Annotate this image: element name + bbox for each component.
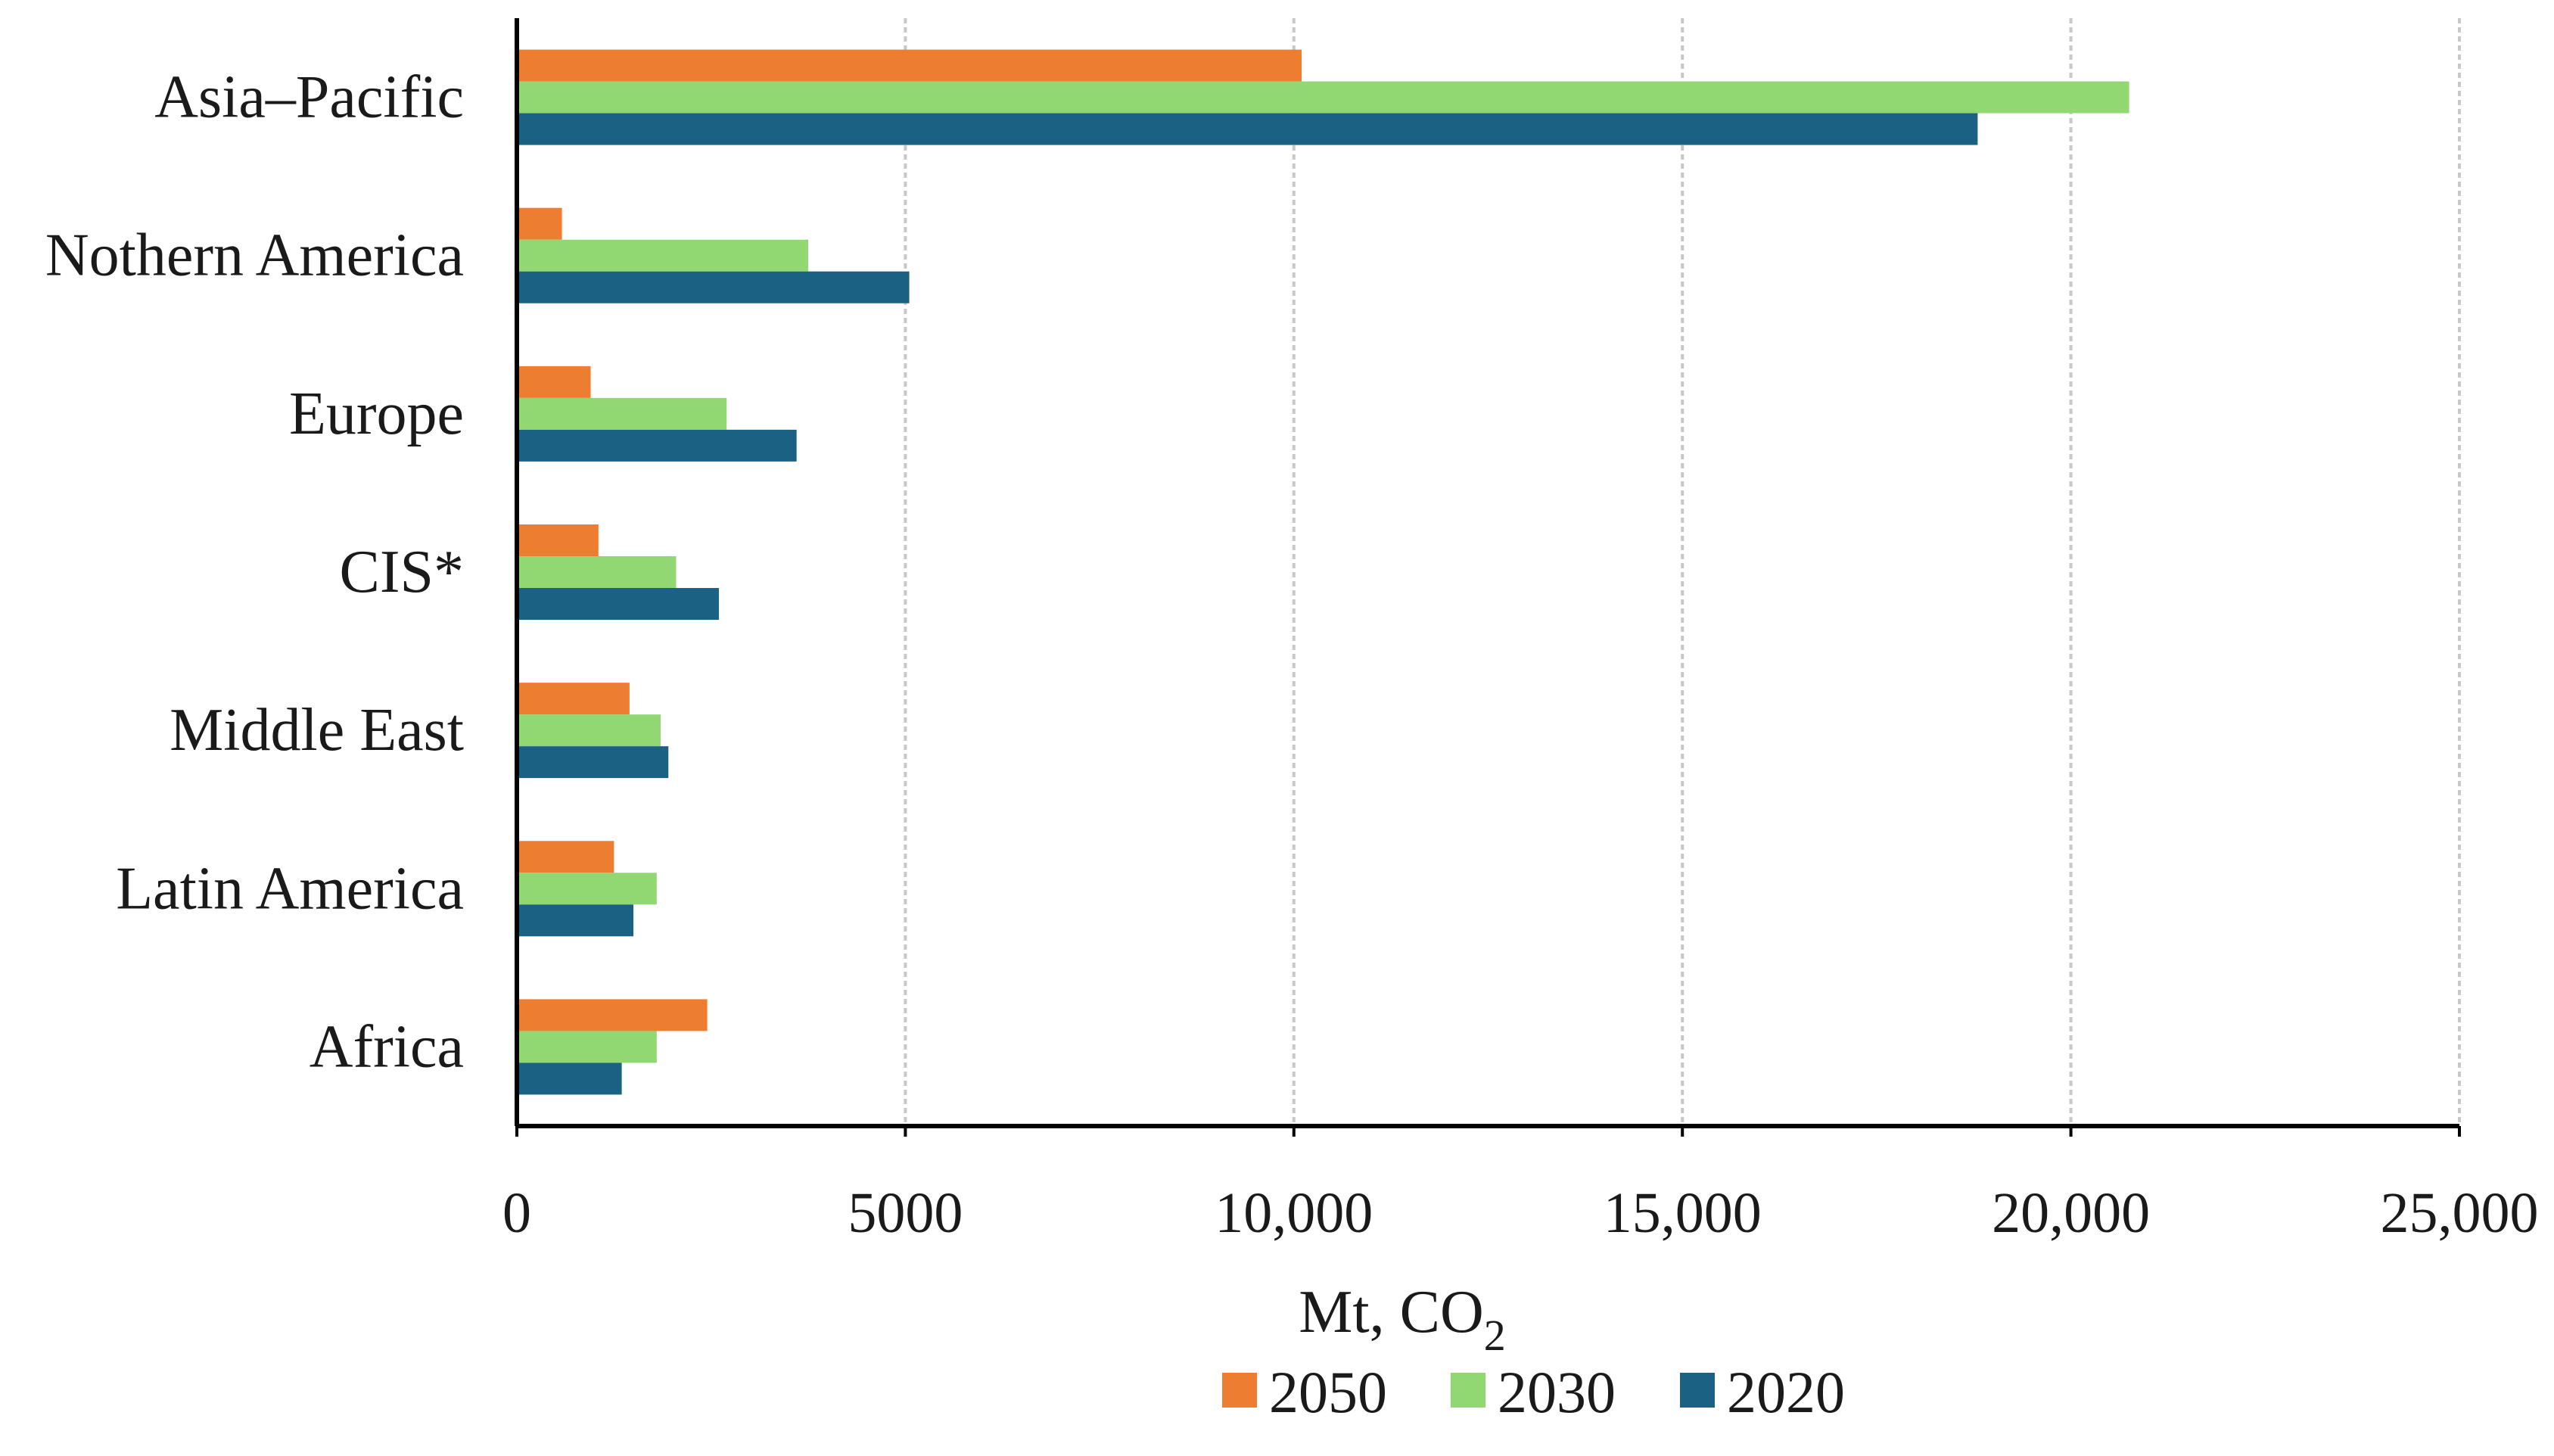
category-label-europe: Europe: [289, 381, 464, 447]
legend-swatch-2030: [1451, 1373, 1485, 1408]
bar-cis-2020: [517, 588, 719, 620]
x-axis-title: Mt, CO2: [1299, 1279, 1506, 1360]
bar-nothern-america-2020: [517, 271, 910, 303]
bar-latin-america-2020: [517, 904, 634, 937]
bar-africa-2030: [517, 1031, 657, 1063]
category-label-asia-pacific: Asia–Pacific: [154, 64, 464, 131]
x-tick-labels: 0 5000 10,000 15,000 20,000 25,000: [502, 1126, 2539, 1245]
category-labels: Asia–Pacific Nothern America Europe CIS* Mid…: [45, 64, 464, 1081]
bar-europe-2030: [517, 397, 727, 430]
gridlines: [904, 18, 2461, 1126]
legend-label-2020: 2020: [1727, 1359, 1845, 1425]
bars: [517, 49, 2129, 1095]
legend-swatch-2050: [1222, 1373, 1257, 1408]
x-tick-label-15000: 15,000: [1604, 1181, 1762, 1245]
bar-europe-2050: [517, 366, 591, 398]
category-label-latin-america: Latin America: [116, 855, 464, 922]
bar-cis-2030: [517, 556, 677, 588]
x-tick-label-0: 0: [502, 1181, 531, 1245]
category-label-nothern-america: Nothern America: [45, 222, 464, 289]
x-axis-title-subscript: 2: [1484, 1311, 1506, 1360]
x-axis-title-main: Mt, CO: [1299, 1279, 1484, 1346]
bar-middle-east-2030: [517, 714, 661, 747]
bar-asia-pacific-2020: [517, 113, 1978, 145]
bar-africa-2020: [517, 1062, 622, 1095]
category-label-middle-east: Middle East: [170, 697, 464, 764]
bar-asia-pacific-2030: [517, 81, 2129, 114]
bar-europe-2020: [517, 429, 797, 462]
bar-asia-pacific-2050: [517, 49, 1302, 82]
x-tick-label-25000: 25,000: [2381, 1181, 2539, 1245]
category-label-africa: Africa: [310, 1013, 464, 1080]
x-tick-label-5000: 5000: [848, 1181, 963, 1245]
bar-nothern-america-2050: [517, 207, 562, 240]
x-tick-label-20000: 20,000: [1992, 1181, 2150, 1245]
bar-nothern-america-2030: [517, 239, 809, 272]
category-label-cis: CIS*: [340, 539, 465, 605]
bar-cis-2050: [517, 524, 599, 556]
legend-swatch-2020: [1680, 1373, 1715, 1408]
legend: 2050 2030 2020: [1222, 1359, 1845, 1425]
legend-label-2030: 2030: [1498, 1359, 1616, 1425]
bar-latin-america-2050: [517, 841, 614, 873]
bar-latin-america-2030: [517, 873, 657, 905]
bar-middle-east-2020: [517, 746, 669, 779]
x-tick-label-10000: 10,000: [1215, 1181, 1373, 1245]
legend-label-2050: 2050: [1269, 1359, 1387, 1425]
bar-middle-east-2050: [517, 683, 630, 715]
bar-africa-2050: [517, 999, 708, 1031]
